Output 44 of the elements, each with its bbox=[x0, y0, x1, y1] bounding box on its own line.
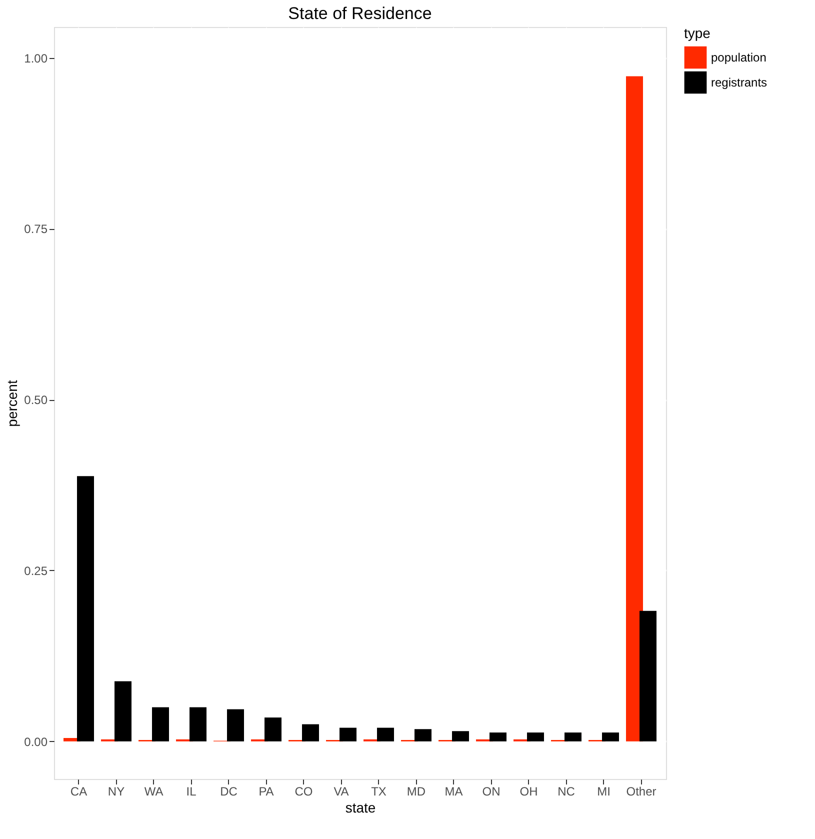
x-axis-title: state bbox=[345, 800, 376, 816]
bar bbox=[152, 707, 169, 742]
y-tick-label: 0.50 bbox=[24, 393, 48, 408]
y-axis-title: percent bbox=[4, 380, 20, 427]
x-tick-label: OH bbox=[520, 784, 538, 798]
bar bbox=[227, 709, 244, 742]
x-tick-label: CO bbox=[294, 784, 313, 798]
bar bbox=[564, 732, 582, 742]
bar bbox=[414, 729, 432, 742]
bar bbox=[527, 732, 544, 742]
bar bbox=[340, 728, 356, 742]
bar bbox=[452, 731, 469, 742]
x-tick-label: NY bbox=[108, 784, 125, 798]
bar bbox=[264, 717, 282, 742]
legend-label: population bbox=[711, 50, 766, 64]
bar bbox=[377, 728, 394, 742]
y-tick-label: 0.25 bbox=[24, 564, 48, 578]
chart-title: State of Residence bbox=[288, 4, 432, 23]
legend-label: registrants bbox=[711, 76, 768, 90]
bar bbox=[640, 610, 656, 742]
bar bbox=[602, 732, 619, 742]
legend-title: type bbox=[684, 25, 711, 41]
x-tick-label: NC bbox=[558, 784, 576, 798]
bar bbox=[626, 76, 643, 742]
x-tick-label: IL bbox=[186, 784, 197, 798]
x-tick-label: ON bbox=[482, 784, 500, 798]
y-tick-label: 0.00 bbox=[24, 734, 48, 749]
bar bbox=[490, 732, 506, 742]
bar bbox=[190, 707, 206, 742]
x-tick-label: TX bbox=[371, 784, 386, 798]
bar bbox=[302, 724, 319, 742]
x-tick-label: MD bbox=[406, 784, 426, 798]
x-tick-label: PA bbox=[258, 784, 274, 798]
x-tick-label: WA bbox=[144, 784, 164, 798]
x-tick-label: MI bbox=[597, 784, 610, 798]
x-tick-label: Other bbox=[626, 784, 656, 798]
y-tick-label: 1.00 bbox=[24, 51, 48, 66]
x-tick-label: MA bbox=[444, 784, 463, 798]
x-tick-label: CA bbox=[70, 784, 88, 798]
x-tick-label: DC bbox=[220, 784, 238, 798]
bar bbox=[77, 476, 94, 742]
y-tick-label: 0.75 bbox=[24, 222, 48, 236]
bar bbox=[114, 681, 132, 742]
x-tick-label: VA bbox=[334, 784, 349, 798]
